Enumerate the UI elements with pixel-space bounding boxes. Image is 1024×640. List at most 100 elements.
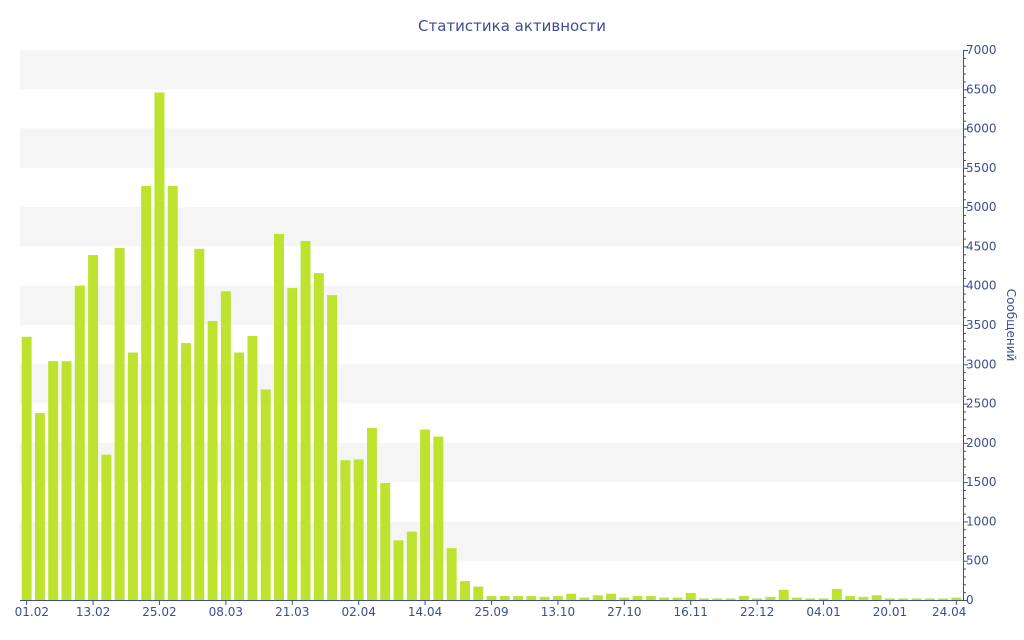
bar [619, 597, 630, 600]
bar [220, 291, 231, 600]
x-tick-label: 27.10 [607, 605, 641, 619]
bar [420, 429, 431, 600]
y-tick-label: 0 [966, 593, 974, 607]
bar [127, 352, 138, 600]
bar [473, 586, 484, 600]
y-axis-label: Сообщений [1004, 289, 1018, 362]
bar [101, 454, 112, 600]
x-tick-label: 25.02 [142, 605, 176, 619]
x-tick-label: 22.12 [740, 605, 774, 619]
bar [353, 459, 364, 600]
x-tick-label: 25.09 [474, 605, 508, 619]
bar [579, 597, 590, 600]
bar [74, 285, 85, 600]
y-tick-label: 2000 [966, 436, 997, 450]
bar [247, 336, 258, 600]
y-tick-label: 1500 [966, 475, 997, 489]
x-tick-label: 21.03 [275, 605, 309, 619]
bar [951, 597, 962, 600]
x-tick-label: 14.04 [408, 605, 442, 619]
bar [194, 248, 205, 601]
x-tick-label: 13.10 [541, 605, 575, 619]
bar [845, 596, 856, 600]
bar [499, 596, 510, 600]
y-axis-ticks: 0 500 1000 1500 2000 2500 3000 3500 4000 4500 5000… [963, 43, 997, 607]
bar [88, 255, 99, 601]
bar [592, 595, 603, 600]
bar [141, 185, 152, 600]
bar [552, 596, 563, 600]
bar [712, 598, 723, 600]
x-tick-label: 08.03 [209, 605, 243, 619]
bar [313, 273, 324, 600]
y-tick-label: 4500 [966, 239, 997, 253]
bar [260, 389, 271, 600]
bar [778, 589, 789, 600]
bar [659, 597, 670, 600]
bar [446, 548, 457, 600]
bar [606, 593, 617, 600]
bar [393, 540, 404, 600]
bar [154, 92, 165, 600]
bar [871, 595, 882, 600]
bar [938, 598, 949, 600]
y-tick-label: 4000 [966, 279, 997, 293]
bar [34, 413, 45, 600]
bar [831, 589, 842, 600]
bar [380, 482, 391, 600]
x-tick-label: 20.01 [873, 605, 907, 619]
bar-series [21, 92, 962, 601]
grid-band [20, 50, 963, 90]
grid-band [20, 128, 963, 168]
bar [114, 248, 125, 600]
y-tick-label: 5000 [966, 200, 997, 214]
bar [672, 597, 683, 600]
x-tick-label: 16.11 [674, 605, 708, 619]
bar [274, 233, 284, 600]
bar [21, 336, 32, 600]
bar [632, 596, 643, 600]
bar [911, 598, 922, 600]
bar [884, 598, 895, 600]
y-tick-label: 6500 [966, 82, 997, 96]
y-tick-label: 7000 [966, 43, 997, 57]
bar [539, 596, 550, 600]
bar [513, 596, 524, 600]
y-tick-label: 5500 [966, 161, 997, 175]
bar [287, 288, 298, 600]
bar [61, 361, 72, 600]
bar [699, 598, 709, 600]
bar [858, 596, 869, 600]
bar [725, 598, 736, 600]
bar [181, 343, 192, 600]
y-tick-label: 6000 [966, 122, 997, 136]
y-tick-label: 500 [966, 554, 989, 568]
y-tick-label: 3500 [966, 318, 997, 332]
x-axis-ticks: 01.02 13.02 25.02 08.03 21.03 02.04 14.04 25.09… [15, 600, 966, 619]
bar [765, 596, 776, 600]
bar [433, 436, 444, 600]
y-tick-label: 2500 [966, 397, 997, 411]
bar [486, 596, 497, 600]
bar [526, 596, 537, 600]
bar [738, 596, 749, 600]
bar [566, 593, 577, 600]
x-tick-label: 24.04 [932, 605, 966, 619]
y-tick-label: 1000 [966, 514, 997, 528]
bar [805, 598, 816, 600]
x-tick-label: 02.04 [342, 605, 376, 619]
bar [752, 598, 763, 600]
bar [791, 597, 802, 600]
bar [645, 596, 656, 600]
bar [898, 598, 909, 600]
bar [300, 240, 311, 600]
x-tick-label: 04.01 [806, 605, 840, 619]
bar [406, 531, 417, 600]
bar [459, 581, 470, 600]
bar [924, 598, 935, 600]
bar [685, 592, 696, 600]
bar [48, 361, 59, 600]
bar [207, 321, 218, 600]
